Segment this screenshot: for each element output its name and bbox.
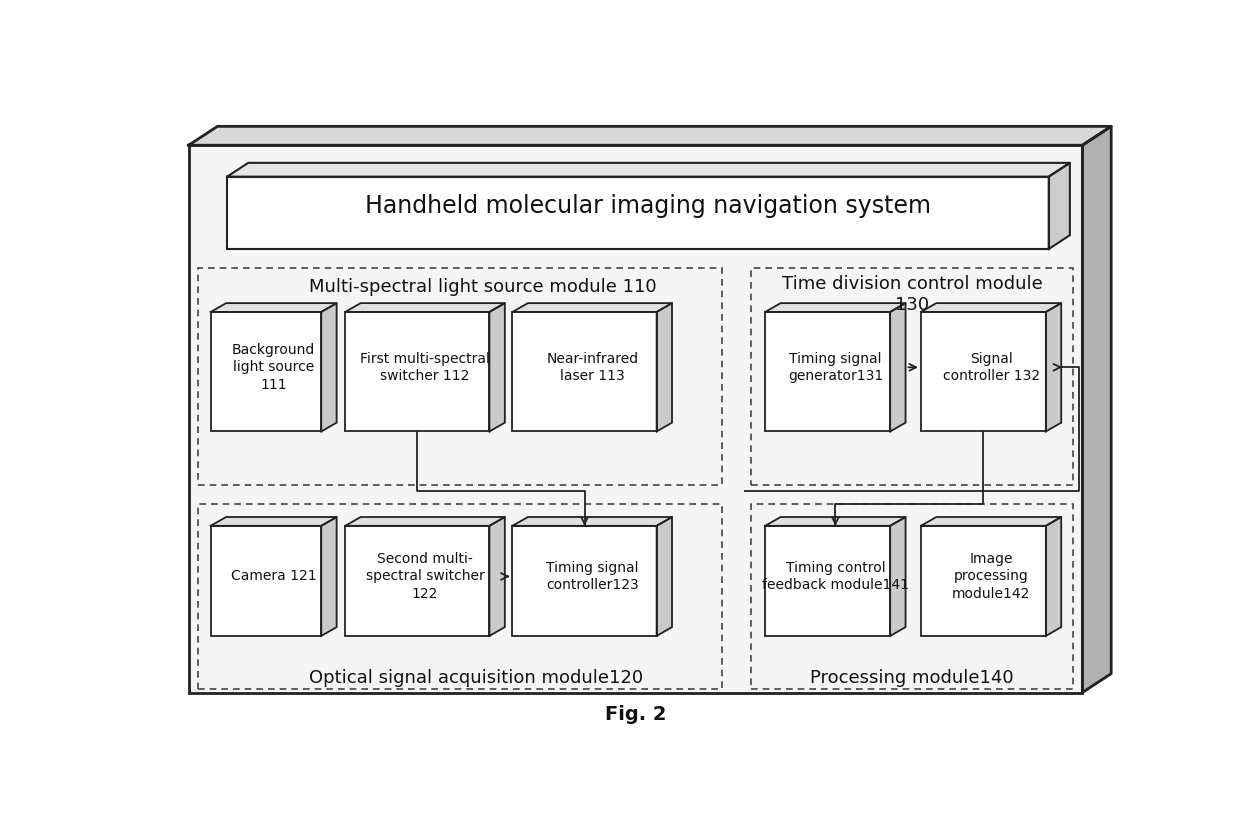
Polygon shape (1045, 517, 1061, 636)
Text: Timing signal
generator131: Timing signal generator131 (787, 351, 883, 383)
Polygon shape (921, 303, 1061, 312)
Bar (198, 504, 722, 690)
Polygon shape (890, 517, 905, 636)
Text: Fig. 2: Fig. 2 (605, 705, 666, 724)
Text: Second multi-
spectral switcher
122: Second multi- spectral switcher 122 (366, 552, 485, 600)
Polygon shape (512, 517, 672, 526)
Polygon shape (211, 517, 336, 526)
Text: Image
processing
module142: Image processing module142 (952, 552, 1030, 600)
Polygon shape (657, 303, 672, 431)
Polygon shape (765, 303, 905, 312)
Bar (765, 526, 890, 636)
Polygon shape (490, 517, 505, 636)
Text: Near-infrared
laser 113: Near-infrared laser 113 (546, 351, 639, 383)
Polygon shape (188, 127, 1111, 145)
Text: Multi-spectral light source module 110: Multi-spectral light source module 110 (309, 278, 656, 296)
Text: Background
light source
111: Background light source 111 (232, 343, 315, 391)
Text: First multi-spectral
switcher 112: First multi-spectral switcher 112 (360, 351, 490, 383)
Polygon shape (211, 303, 336, 312)
Bar (345, 312, 490, 431)
Polygon shape (890, 303, 905, 431)
Bar (921, 312, 1045, 431)
Bar (198, 268, 722, 485)
Polygon shape (1049, 163, 1070, 249)
Polygon shape (1045, 303, 1061, 431)
Polygon shape (321, 517, 336, 636)
Polygon shape (227, 163, 1070, 176)
Bar (188, 145, 1083, 693)
Text: Signal
controller 132: Signal controller 132 (942, 351, 1039, 383)
Bar (211, 312, 321, 431)
Polygon shape (921, 517, 1061, 526)
Polygon shape (490, 303, 505, 431)
Text: Timing control
feedback module141: Timing control feedback module141 (761, 560, 909, 592)
Polygon shape (657, 517, 672, 636)
Bar (512, 526, 657, 636)
Polygon shape (1083, 127, 1111, 693)
Bar (345, 526, 490, 636)
Bar (751, 504, 1073, 690)
Polygon shape (345, 517, 505, 526)
Polygon shape (321, 303, 336, 431)
Text: Camera 121: Camera 121 (231, 569, 316, 583)
Bar (751, 268, 1073, 485)
Bar (227, 176, 1049, 249)
Bar (512, 312, 657, 431)
Polygon shape (512, 303, 672, 312)
Text: Time division control module
130: Time division control module 130 (782, 275, 1043, 314)
Text: Handheld molecular imaging navigation system: Handheld molecular imaging navigation sy… (366, 194, 931, 218)
Bar (211, 526, 321, 636)
Bar (765, 312, 890, 431)
Polygon shape (345, 303, 505, 312)
Bar (921, 526, 1045, 636)
Polygon shape (765, 517, 905, 526)
Text: Timing signal
controller123: Timing signal controller123 (546, 560, 639, 592)
Text: Processing module140: Processing module140 (811, 669, 1014, 687)
Text: Optical signal acquisition module120: Optical signal acquisition module120 (309, 669, 642, 687)
